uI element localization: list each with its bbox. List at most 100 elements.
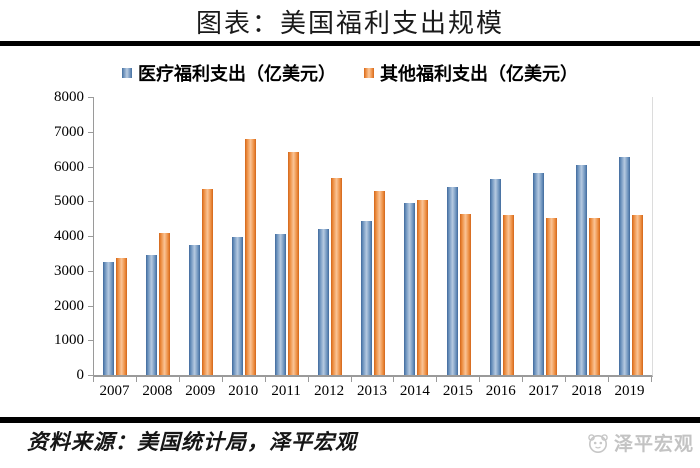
x-tick-mark [608, 377, 610, 382]
x-tick-label: 2017 [528, 383, 559, 399]
y-tick-label: 8000 [54, 89, 84, 105]
legend-color-swatch-medical [122, 68, 132, 78]
bar-group-2010 [223, 97, 266, 375]
x-tick-label: 2016 [485, 383, 516, 399]
plot-area [93, 97, 653, 377]
y-tick-label: 0 [76, 367, 85, 383]
x-tick-label: 2008 [142, 383, 173, 399]
bar-group-2007 [94, 97, 137, 375]
y-tick-label: 2000 [54, 297, 84, 314]
legend-label-medical: 医疗福利支出（亿美元） [138, 64, 336, 84]
bar-medical-2009 [189, 245, 201, 375]
bar-medical-2011 [275, 233, 287, 375]
y-tick-mark [88, 340, 93, 342]
chart-legend: 医疗福利支出（亿美元） 其他福利支出（亿美元） [0, 60, 700, 86]
x-tick-mark [264, 377, 266, 382]
legend-item-medical: 医疗福利支出（亿美元） [122, 60, 336, 86]
x-tick-mark [479, 377, 481, 382]
bar-medical-2015 [446, 187, 458, 375]
bar-chart: 0 1000 2000 3000 4000 5000 6000 7000 8000 2007 200… [0, 89, 700, 412]
bar-other-2018 [588, 217, 600, 375]
bar-group-2018 [566, 97, 609, 375]
x-tick-mark [178, 377, 180, 382]
x-tick-label: 2015 [442, 383, 473, 399]
y-tick-mark [88, 305, 93, 307]
y-tick-label: 7000 [54, 123, 84, 140]
bar-other-2016 [502, 215, 514, 375]
x-tick-label: 2014 [399, 383, 430, 399]
bar-other-2008 [159, 232, 171, 375]
y-tick-mark [88, 97, 93, 98]
legend-color-swatch-other [364, 68, 374, 78]
brand-logo-text: 泽平宏观 [613, 434, 694, 455]
bar-medical-2012 [318, 228, 330, 375]
x-tick-mark [221, 377, 223, 382]
y-tick-mark [88, 201, 93, 203]
x-tick-label: 2019 [614, 383, 645, 399]
source-attribution: 资料来源：美国统计局，泽平宏观 [27, 430, 357, 454]
page-title: 图表：美国福利支出规模 [195, 9, 504, 38]
bar-medical-2016 [489, 179, 501, 375]
x-tick-label: 2013 [356, 383, 387, 399]
x-tick-mark [565, 377, 567, 382]
bar-group-2015 [437, 97, 480, 375]
y-tick-label: 3000 [54, 262, 84, 279]
bar-other-2019 [631, 214, 643, 375]
bar-medical-2013 [360, 221, 372, 375]
x-tick-label: 2007 [99, 383, 130, 399]
legend-item-other: 其他福利支出（亿美元） [364, 60, 578, 86]
bar-group-2016 [480, 97, 523, 375]
bar-other-2011 [288, 152, 300, 375]
x-tick-mark [307, 377, 309, 382]
y-tick-mark [88, 270, 93, 272]
panda-icon [588, 433, 608, 453]
brand-logo: 泽平宏观 [586, 429, 694, 456]
bar-other-2009 [202, 189, 214, 375]
y-tick-mark [88, 236, 93, 237]
bar-other-2017 [545, 217, 557, 375]
bar-medical-2019 [618, 157, 630, 375]
bar-medical-2010 [232, 237, 244, 375]
bar-other-2014 [416, 199, 428, 375]
bar-medical-2007 [103, 262, 115, 375]
bar-other-2015 [459, 214, 471, 375]
y-tick-label: 4000 [54, 228, 84, 244]
y-tick-mark [88, 131, 93, 133]
bar-medical-2017 [532, 173, 544, 375]
x-tick-label: 2012 [314, 383, 345, 399]
bar-group-2013 [352, 97, 395, 375]
y-tick-mark [88, 166, 93, 168]
bar-other-2007 [116, 257, 128, 375]
x-tick-mark [135, 377, 137, 382]
x-tick-mark [522, 377, 524, 382]
bar-group-2008 [137, 97, 180, 375]
bar-group-2011 [266, 97, 309, 375]
footer-divider [0, 417, 700, 423]
x-tick-label: 2011 [271, 383, 301, 399]
x-tick-mark [436, 377, 438, 382]
x-tick-mark [651, 377, 652, 382]
bar-group-2012 [309, 97, 352, 375]
legend-label-other: 其他福利支出（亿美元） [380, 64, 578, 84]
bar-other-2012 [331, 177, 343, 375]
top-divider [0, 41, 700, 46]
x-tick-mark [350, 377, 352, 382]
bar-other-2010 [245, 139, 257, 375]
bar-other-2013 [373, 191, 385, 375]
x-tick-label: 2010 [228, 383, 259, 399]
bar-medical-2018 [575, 165, 587, 375]
bar-medical-2008 [146, 254, 158, 375]
x-tick-label: 2009 [185, 383, 216, 399]
y-tick-label: 1000 [54, 332, 84, 349]
y-tick-label: 6000 [54, 158, 84, 175]
bar-group-2017 [523, 97, 566, 375]
x-tick-mark [93, 377, 94, 382]
x-tick-label: 2018 [571, 383, 602, 399]
x-tick-mark [393, 377, 395, 382]
bar-group-2019 [609, 97, 652, 375]
y-tick-mark [88, 375, 93, 376]
y-tick-label: 5000 [54, 193, 84, 210]
bar-group-2009 [180, 97, 223, 375]
bar-medical-2014 [403, 202, 415, 375]
